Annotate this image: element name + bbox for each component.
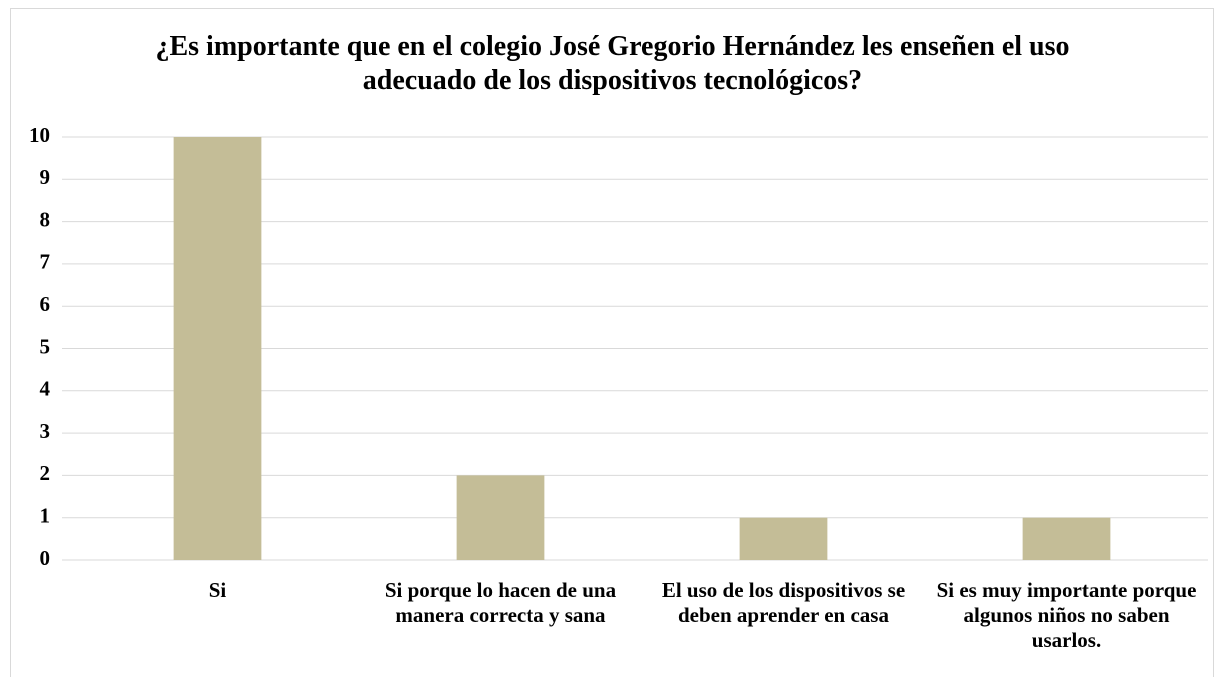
x-tick-label: El uso de los dispositivos se deben apre… xyxy=(661,578,906,627)
y-tick-label: 1 xyxy=(40,504,51,528)
x-tick-label: Si es muy importante porque algunos niño… xyxy=(936,578,1197,652)
y-tick-label: 0 xyxy=(40,546,51,570)
y-tick-label: 10 xyxy=(29,123,50,147)
bar xyxy=(739,517,828,560)
y-tick-label: 4 xyxy=(40,377,51,401)
y-tick-label: 3 xyxy=(40,419,51,443)
bar xyxy=(173,137,262,560)
y-tick-label: 9 xyxy=(40,165,51,189)
bar xyxy=(456,475,545,560)
bar xyxy=(1022,517,1111,560)
y-tick-label: 2 xyxy=(40,461,51,485)
chart-frame xyxy=(10,8,1214,677)
y-tick-label: 6 xyxy=(40,292,51,316)
y-tick-label: 5 xyxy=(40,334,51,358)
y-tick-label: 7 xyxy=(40,250,51,274)
chart-title: ¿Es importante que en el colegio José Gr… xyxy=(155,31,1070,96)
x-tick-label: Si xyxy=(208,578,227,602)
x-tick-label: Si porque lo hacen de una manera correct… xyxy=(384,578,617,627)
y-tick-label: 8 xyxy=(40,207,51,231)
